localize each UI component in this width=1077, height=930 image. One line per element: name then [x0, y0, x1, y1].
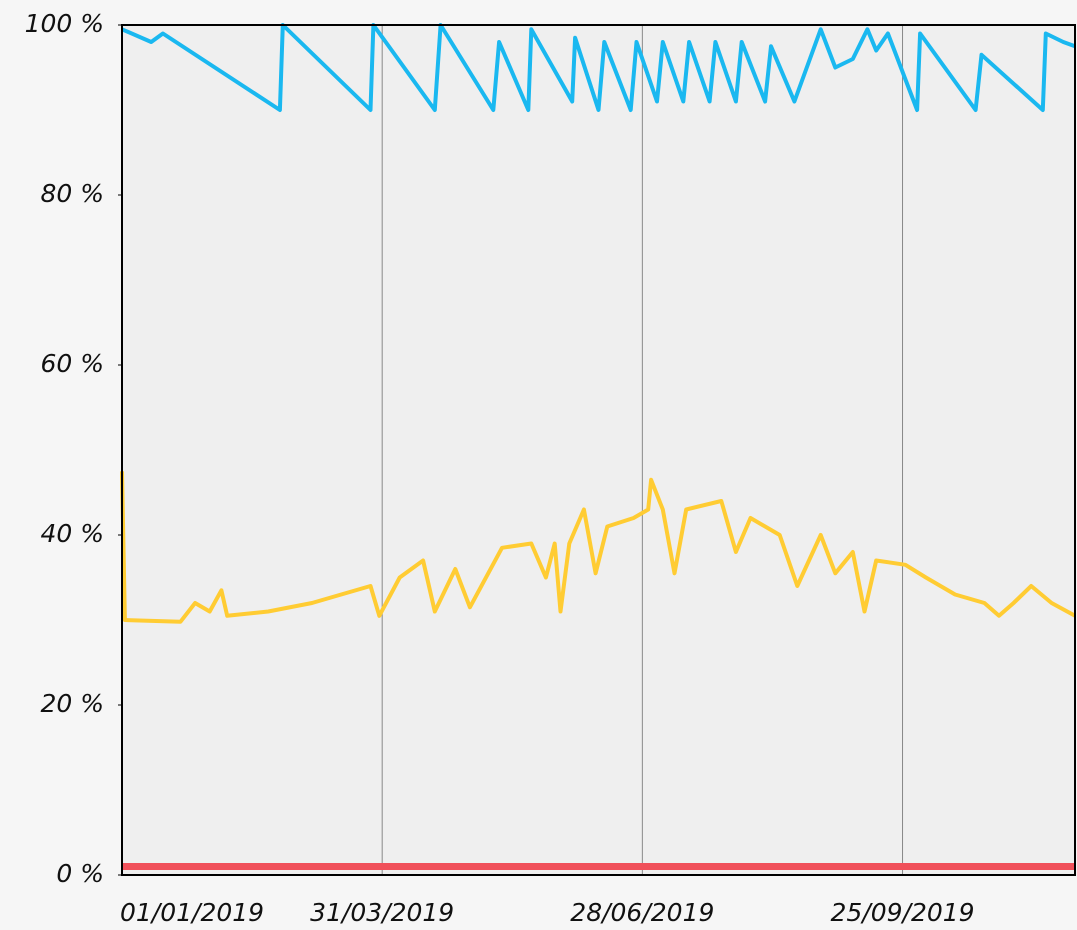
- x-tick-label: 25/09/2019: [830, 898, 974, 927]
- y-tick-label: 20 %: [40, 689, 104, 718]
- y-tick-label: 0 %: [56, 859, 104, 888]
- plot-border: [121, 24, 1076, 876]
- series-line: [120, 471, 1076, 624]
- plot-area: [122, 25, 1075, 875]
- x-tick-label: 28/06/2019: [570, 898, 714, 927]
- y-tick-label: 100 %: [25, 9, 104, 38]
- y-tick-label: 80 %: [40, 179, 104, 208]
- x-tick-label: 01/01/2019: [120, 898, 264, 927]
- series-line: [121, 23, 1076, 112]
- x-tick-label: 31/03/2019: [310, 898, 454, 927]
- y-tick-label: 40 %: [40, 519, 104, 548]
- y-tick-label: 60 %: [40, 349, 104, 378]
